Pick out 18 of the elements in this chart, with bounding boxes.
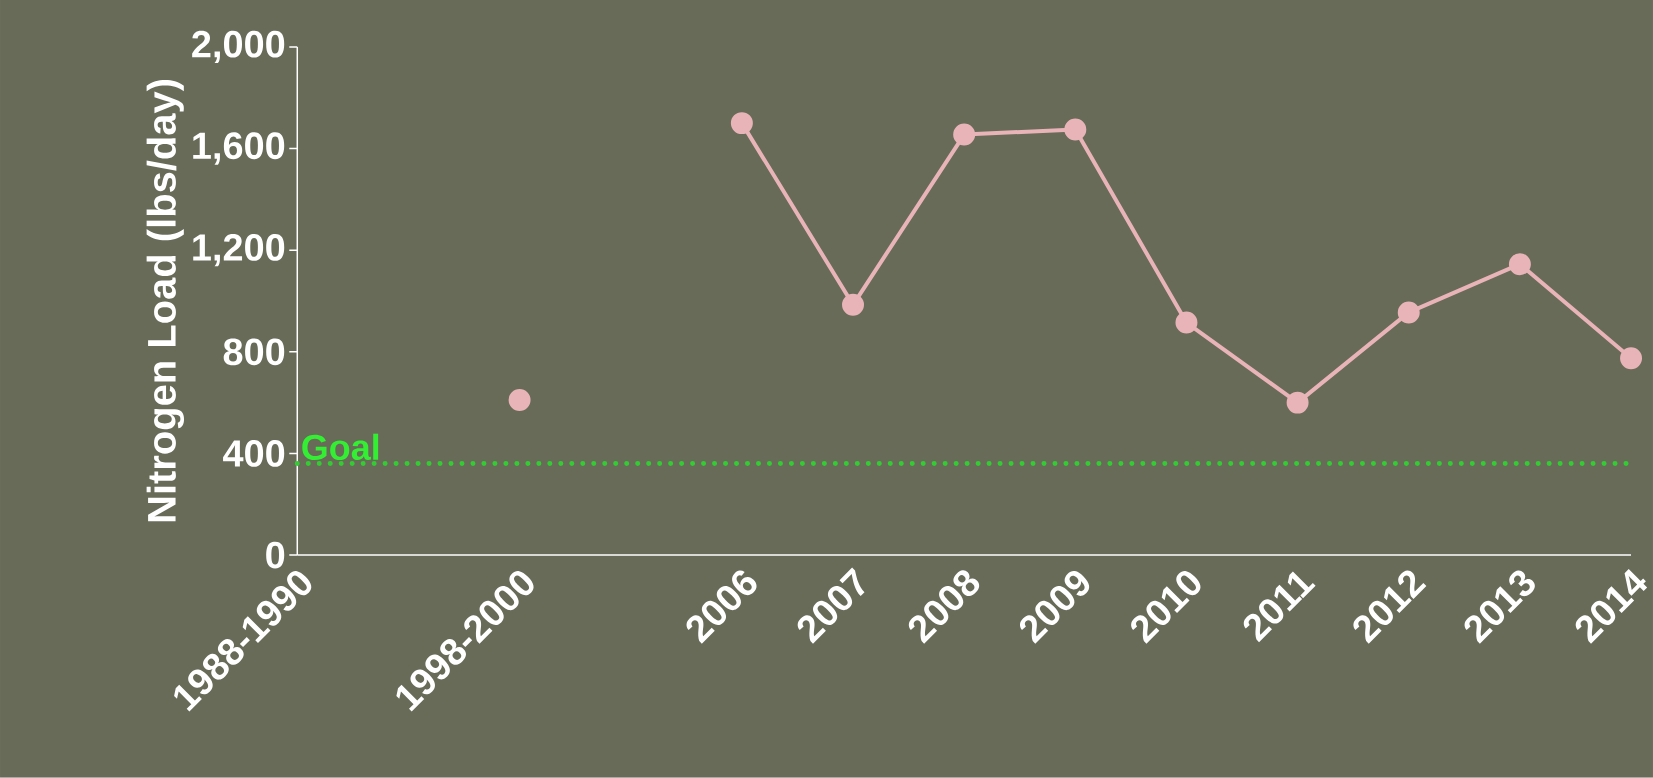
point (1620, 347, 1643, 370)
y-tick-label: 400 (223, 440, 285, 468)
y-tick-label: 1,200 (193, 234, 285, 267)
point (730, 112, 753, 135)
y-tick-label: 0 (266, 541, 285, 569)
point (842, 293, 864, 316)
point (953, 123, 976, 146)
y-axis-title: Nitrogen Load (lbs/day) (146, 80, 185, 522)
point (1064, 118, 1087, 141)
ref-line-label: Goal (302, 433, 379, 461)
point (1397, 301, 1420, 324)
point (508, 389, 531, 412)
point (1175, 311, 1198, 334)
y-tick-label: 1,600 (193, 132, 285, 165)
point (1508, 253, 1531, 276)
y-tick-label: 800 (223, 338, 285, 366)
point (1286, 391, 1309, 414)
y-tick-label: 2,000 (192, 30, 285, 64)
